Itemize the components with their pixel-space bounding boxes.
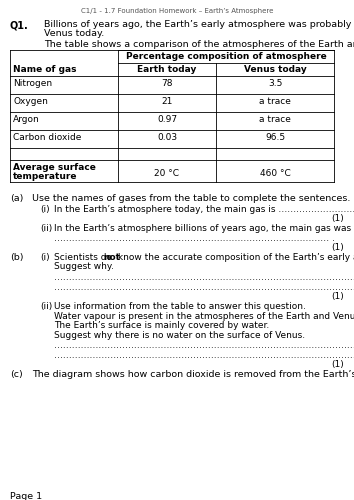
Text: C1/1 - 1.7 Foundation Homework – Earth’s Atmosphere: C1/1 - 1.7 Foundation Homework – Earth’s… [81,8,273,14]
Text: Percentage composition of atmosphere: Percentage composition of atmosphere [126,52,326,61]
Text: ………………………………………………………………………………… .: ………………………………………………………………………………… . [54,234,335,243]
Text: The diagram shows how carbon dioxide is removed from the Earth’s atmosphere.: The diagram shows how carbon dioxide is … [32,370,354,379]
Text: a trace: a trace [259,115,291,124]
Text: (c): (c) [10,370,23,379]
Text: (b): (b) [10,253,23,262]
Text: Carbon dioxide: Carbon dioxide [13,133,81,142]
Text: Water vapour is present in the atmospheres of the Earth and Venus today.: Water vapour is present in the atmospher… [54,312,354,321]
Text: Oxygen: Oxygen [13,97,48,106]
Text: Venus today: Venus today [244,65,306,74]
Text: 0.97: 0.97 [157,115,177,124]
Text: Name of gas: Name of gas [13,65,76,74]
Text: 0.03: 0.03 [157,133,177,142]
Text: Page 1: Page 1 [10,492,42,500]
Text: Average surface: Average surface [13,163,96,172]
Text: 3.5: 3.5 [268,79,282,88]
Text: 78: 78 [161,79,173,88]
Text: not: not [104,253,121,262]
Text: (1): (1) [331,243,344,252]
Text: (i): (i) [40,253,50,262]
Text: know the accurate composition of the Earth’s early atmosphere.: know the accurate composition of the Ear… [115,253,354,262]
Text: The Earth’s surface is mainly covered by water.: The Earth’s surface is mainly covered by… [54,321,269,330]
Text: In the Earth’s atmosphere today, the main gas is ……………………………………………………………… .: In the Earth’s atmosphere today, the mai… [54,205,354,214]
Text: 460 °C: 460 °C [259,169,290,178]
Text: Suggest why.: Suggest why. [54,262,114,271]
Text: (ii): (ii) [40,302,52,311]
Text: Earth today: Earth today [137,65,197,74]
Text: Use the names of gases from the table to complete the sentences.: Use the names of gases from the table to… [32,194,350,203]
Text: (1): (1) [331,214,344,223]
Text: Argon: Argon [13,115,40,124]
Text: (ii): (ii) [40,224,52,233]
Text: ……………………………………………………………………………………………………………………………………………………: …………………………………………………………………………………………………………… [54,341,354,350]
Text: (i): (i) [40,205,50,214]
Text: Billions of years ago, the Earth’s early atmosphere was probably like the atmosp: Billions of years ago, the Earth’s early… [44,20,354,29]
Text: ……………………………………………………………………………………………………………………………………………………: …………………………………………………………………………………………………………… [54,273,354,282]
Text: temperature: temperature [13,172,78,181]
Text: a trace: a trace [259,97,291,106]
Text: Nitrogen: Nitrogen [13,79,52,88]
Text: ……………………………………………………………………………………………………………………………………………………: …………………………………………………………………………………………………………… [54,283,354,292]
Text: 96.5: 96.5 [265,133,285,142]
Text: 21: 21 [161,97,173,106]
Text: (a): (a) [10,194,23,203]
Text: Venus today.: Venus today. [44,29,104,38]
Text: (1): (1) [331,292,344,301]
Text: The table shows a comparison of the atmospheres of the Earth and Venus today.: The table shows a comparison of the atmo… [44,40,354,49]
Text: Use information from the table to answer this question.: Use information from the table to answer… [54,302,306,311]
Text: Scientists do: Scientists do [54,253,115,262]
Text: Suggest why there is no water on the surface of Venus.: Suggest why there is no water on the sur… [54,331,305,340]
Text: 20 °C: 20 °C [154,169,179,178]
Text: (1): (1) [331,360,344,369]
Text: In the Earth’s atmosphere billions of years ago, the main gas was: In the Earth’s atmosphere billions of ye… [54,224,351,233]
Text: Q1.: Q1. [10,20,29,30]
Text: ……………………………………………………………………………………………………………………………………………………: …………………………………………………………………………………………………………… [54,351,354,360]
